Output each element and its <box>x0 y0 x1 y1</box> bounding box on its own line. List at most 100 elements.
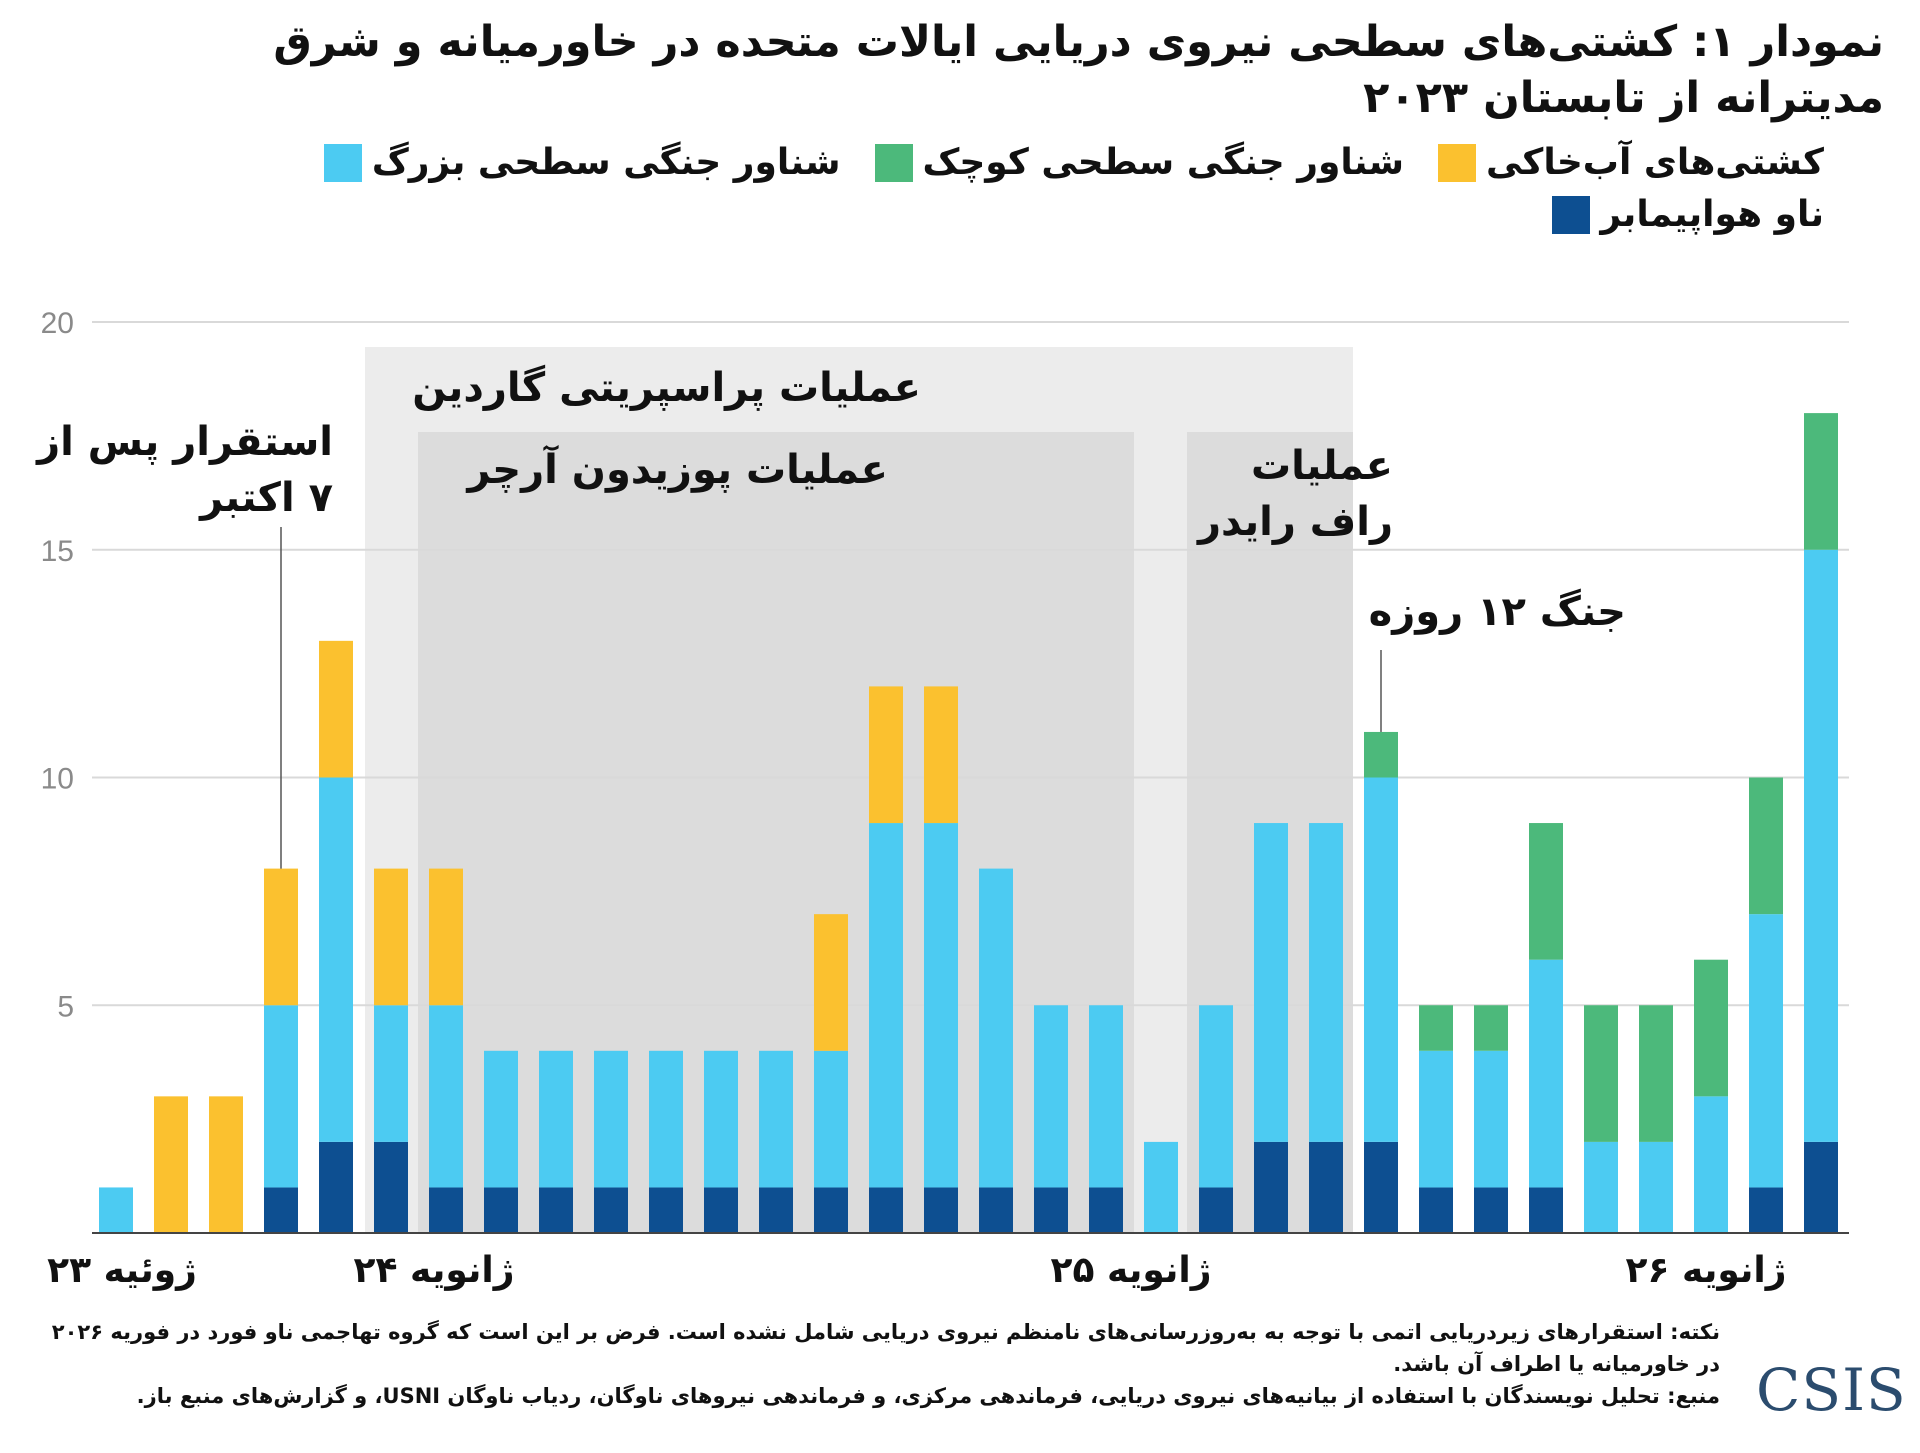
bar-segment <box>979 868 1013 1188</box>
bar-segment <box>1639 1005 1673 1142</box>
notes: نکته: استقرارهای زیردریایی اتمی با توجه … <box>30 1316 1720 1412</box>
bar-segment <box>209 1096 243 1233</box>
bar-segment <box>429 1187 463 1233</box>
legend-item-carrier: ناو هواپیمابر <box>1552 192 1824 238</box>
legend-swatch <box>1552 196 1591 234</box>
bar-segment <box>154 1096 188 1233</box>
bar-segment <box>594 1050 628 1188</box>
bar-segment <box>99 1187 133 1233</box>
bar-segment <box>1804 549 1838 1142</box>
bar-segment <box>374 1141 408 1233</box>
legend-label: شناور جنگی سطحی بزرگ <box>371 142 841 183</box>
bar-segment <box>814 1187 848 1233</box>
label-prosperity-guardian: عملیات پراسپریتی گاردین <box>412 365 921 411</box>
label-rough-rider: عملیات راف رایدر <box>1198 438 1393 550</box>
bar-segment <box>759 1187 793 1233</box>
legend-swatch <box>874 144 913 182</box>
bar-segment <box>1034 1187 1068 1233</box>
y-tick-label: 5 <box>57 990 74 1023</box>
label-line: راف رایدر <box>1197 499 1393 545</box>
bar-segment <box>319 640 353 778</box>
label-poseidon-archer: عملیات پوزیدون آرچر <box>467 447 888 493</box>
bar-segment <box>704 1187 738 1233</box>
legend-swatch <box>1437 144 1476 182</box>
bar-segment <box>924 686 958 824</box>
legend-item-large-combatant: شناور جنگی سطحی بزرگ <box>323 140 841 186</box>
bar-segment <box>1529 823 1563 960</box>
legend-label: ناو هواپیمابر <box>1600 194 1824 235</box>
bar-segment <box>1584 1005 1618 1142</box>
bar-segment <box>1804 413 1838 550</box>
bar-segment <box>374 1005 408 1142</box>
x-tick-label: ژوئیه ۲۳ <box>47 1250 197 1291</box>
bar-segment <box>484 1050 518 1188</box>
label-line: استقرار پس از <box>37 419 333 465</box>
bar-segment <box>1364 777 1398 1142</box>
bar-segment <box>484 1187 518 1233</box>
note-text: نکته: استقرارهای زیردریایی اتمی با توجه … <box>51 1320 1720 1376</box>
legend-swatch <box>323 144 362 182</box>
legend-item-amphibious: کشتی‌های آب‌خاکی <box>1437 140 1824 186</box>
bar-segment <box>1529 959 1563 1188</box>
chart-header: نمودار ۱: کشتی‌های سطحی نیروی دریایی ایا… <box>34 14 1884 238</box>
bar-segment <box>429 1005 463 1188</box>
bar-segment <box>1419 1187 1453 1233</box>
bar-segment <box>1419 1005 1453 1051</box>
bar-segment <box>1639 1141 1673 1233</box>
bar-segment <box>1474 1005 1508 1051</box>
bar-segment <box>759 1050 793 1188</box>
legend-label: شناور جنگی سطحی کوچک <box>922 142 1404 183</box>
bar-segment <box>1474 1187 1508 1233</box>
source-text: منبع: تحلیل نویسندگان با استفاده از بیان… <box>136 1384 1720 1408</box>
x-tick-label: ژانویه ۲۴ <box>353 1250 515 1291</box>
title-line-1: نمودار ۱: کشتی‌های سطحی نیروی دریایی ایا… <box>273 17 1884 67</box>
bar-segment <box>594 1187 628 1233</box>
bar-segment <box>1694 1096 1728 1233</box>
bar-segment <box>1749 1187 1783 1233</box>
bar-segment <box>704 1050 738 1188</box>
bar-segment <box>1364 731 1398 778</box>
x-tick-label: ژانویه ۲۶ <box>1625 1250 1787 1291</box>
x-tick-label: ژانویه ۲۵ <box>1050 1250 1212 1291</box>
bar-segment <box>869 686 903 824</box>
legend-item-small-combatant: شناور جنگی سطحی کوچک <box>874 140 1404 186</box>
y-tick-label: 10 <box>41 763 74 796</box>
label-12-day-war: جنگ ۱۲ روزه <box>1368 589 1626 635</box>
bar-segment <box>539 1050 573 1188</box>
bar-segment <box>1254 1141 1288 1233</box>
bar-segment <box>319 1141 353 1233</box>
bar-segment <box>1034 1005 1068 1188</box>
bar-segment <box>1254 823 1288 1142</box>
csis-logo: CSIS <box>1756 1356 1907 1424</box>
legend-label: کشتی‌های آب‌خاکی <box>1485 142 1824 183</box>
bar-segment <box>319 777 353 1142</box>
bar-segment <box>1529 1187 1563 1233</box>
bar-segment <box>1584 1141 1618 1233</box>
bar-segment <box>869 1187 903 1233</box>
bar-segment <box>1089 1005 1123 1188</box>
bar-segment <box>1309 823 1343 1142</box>
bar-segment <box>1364 1141 1398 1233</box>
bar-segment <box>1804 1141 1838 1233</box>
label-line: عملیات <box>1250 443 1393 489</box>
legend: کشتی‌های آب‌خاکی شناور جنگی سطحی کوچک شن… <box>34 140 1824 238</box>
bar-segment <box>264 868 298 1006</box>
label-post-oct7: استقرار پس از ۷ اکتبر <box>37 414 333 526</box>
bar-segment <box>1749 914 1783 1188</box>
bar-segment <box>979 1187 1013 1233</box>
bar-segment <box>374 868 408 1006</box>
bar-segment <box>869 823 903 1188</box>
bar-segment <box>264 1005 298 1188</box>
bar-segment <box>649 1187 683 1233</box>
bar-segment <box>539 1187 573 1233</box>
bar-segment <box>1694 959 1728 1097</box>
bar-segment <box>1309 1141 1343 1233</box>
title-line-2: مدیترانه از تابستان ۲۰۲۳ <box>1363 73 1884 123</box>
bar-segment <box>924 1187 958 1233</box>
bar-segment <box>264 1187 298 1233</box>
bar-segment <box>1144 1141 1178 1233</box>
bar-segment <box>1474 1050 1508 1188</box>
bar-segment <box>1199 1005 1233 1188</box>
